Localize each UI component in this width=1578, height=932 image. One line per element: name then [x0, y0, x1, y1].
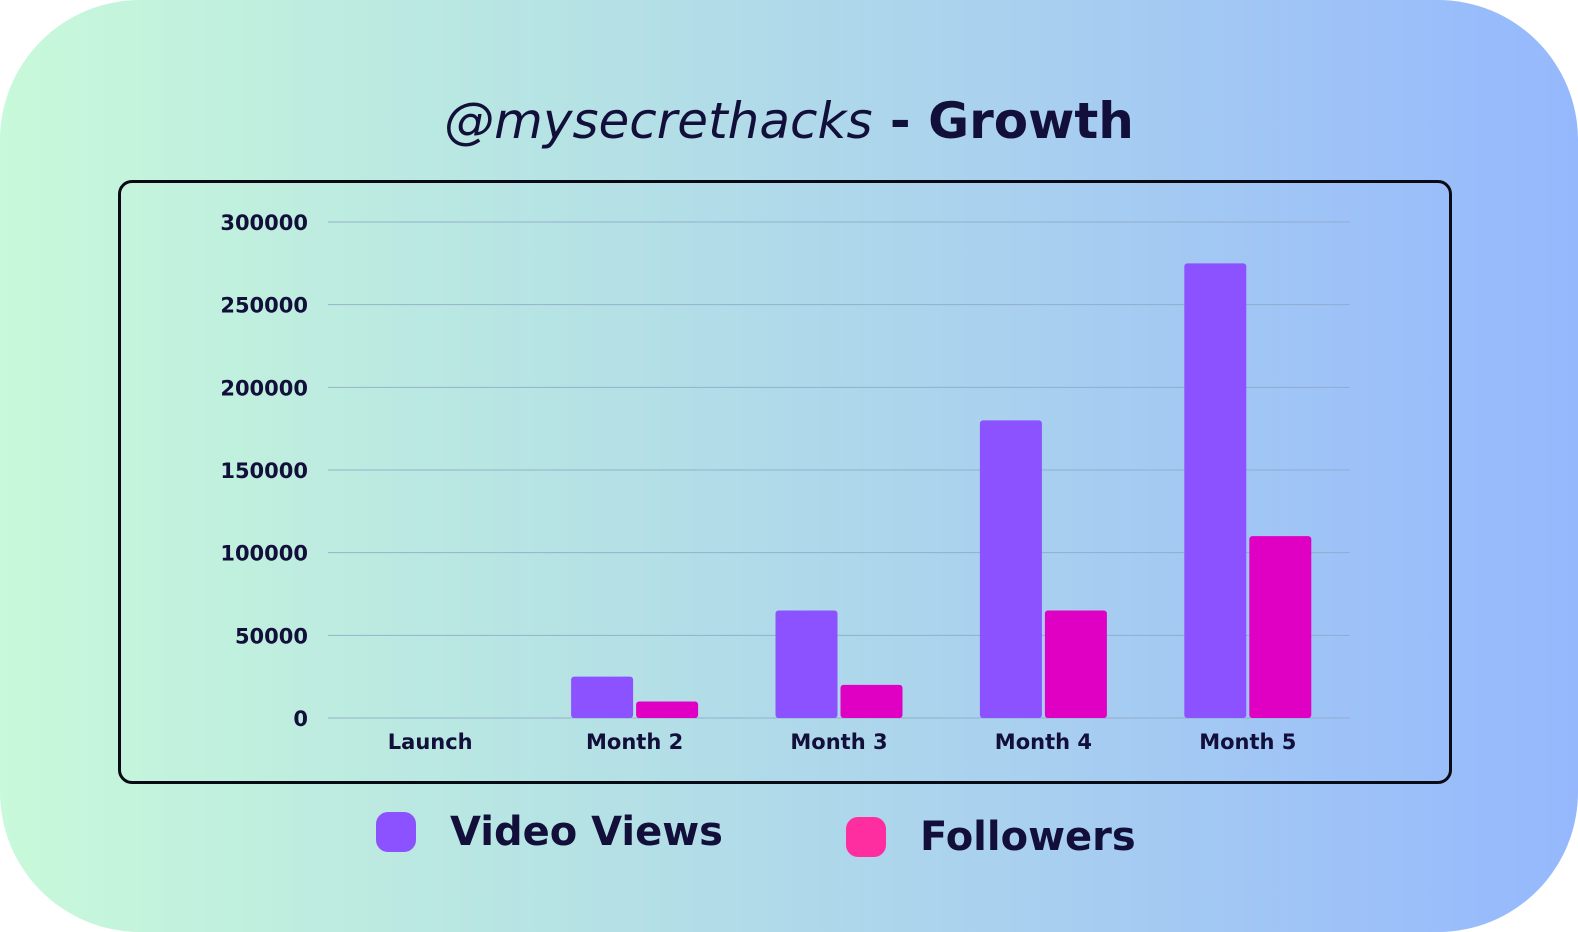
title-handle: @mysecrethacks: [444, 92, 873, 150]
title-word: Growth: [928, 92, 1134, 150]
title-separator: -: [872, 92, 929, 150]
y-tick-label: 200000: [220, 376, 308, 400]
bar: [1044, 610, 1107, 718]
plot-frame: [118, 180, 1452, 784]
x-tick-label: Month 5: [1199, 730, 1296, 754]
bar: [775, 610, 838, 718]
bar: [979, 420, 1042, 718]
y-tick-label: 50000: [235, 624, 308, 648]
x-tick-label: Month 3: [790, 730, 887, 754]
y-tick-label: 100000: [220, 542, 308, 566]
legend-label-followers: Followers: [920, 814, 1136, 860]
bar: [636, 701, 699, 718]
legend-swatch-video-views: [376, 812, 416, 852]
chart-title: @mysecrethacks - Growth: [0, 88, 1578, 154]
bar: [1249, 536, 1312, 718]
x-tick-label: Month 4: [995, 730, 1092, 754]
chart-legend: Video Views Followers: [0, 806, 1578, 876]
bar: [1184, 263, 1247, 718]
y-tick-label: 0: [293, 707, 308, 731]
x-tick-label: Launch: [388, 730, 473, 754]
legend-swatch-followers: [846, 817, 886, 857]
x-tick-label: Month 2: [586, 730, 683, 754]
legend-label-video-views: Video Views: [450, 809, 723, 855]
y-tick-label: 300000: [220, 211, 308, 235]
y-tick-label: 150000: [220, 459, 308, 483]
y-tick-label: 250000: [220, 294, 308, 318]
bar: [840, 684, 903, 718]
bar: [571, 676, 634, 718]
